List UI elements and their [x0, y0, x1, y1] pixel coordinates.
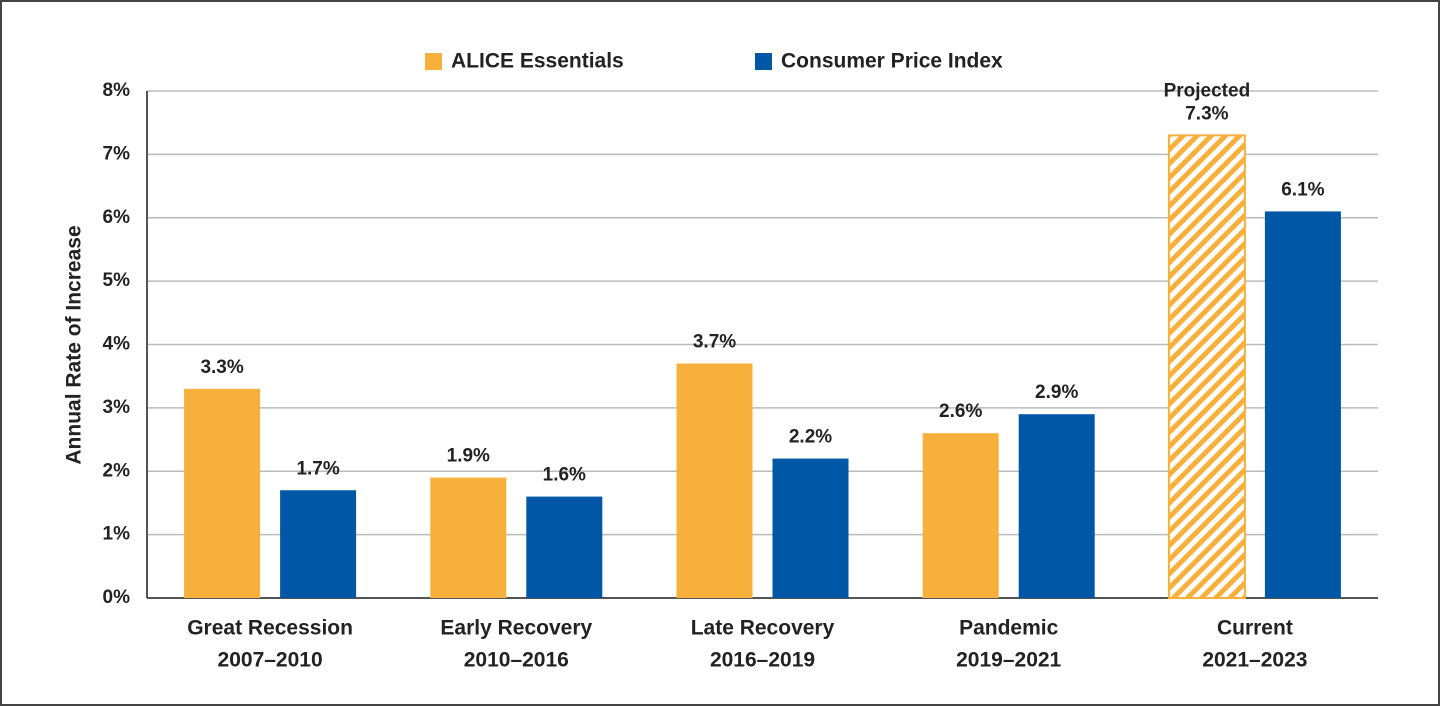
annotation: Projected [1164, 80, 1251, 101]
y-tick-label: 3% [103, 397, 131, 418]
data-label: 3.7% [693, 332, 736, 353]
x-tick-label: Early Recovery [440, 617, 592, 640]
bar [280, 490, 357, 598]
y-tick-label: 6% [103, 207, 131, 228]
x-tick-label: 2021–2023 [1202, 649, 1307, 672]
y-axis-label: Annual Rate of Increase [63, 225, 86, 464]
y-tick-label: 7% [103, 143, 131, 164]
bar [184, 388, 261, 598]
legend-swatch [425, 53, 442, 70]
bar [1018, 414, 1095, 598]
legend-label: Consumer Price Index [781, 50, 1003, 73]
bar [1264, 211, 1341, 598]
bar [922, 433, 999, 598]
data-label: 2.9% [1035, 382, 1078, 403]
x-tick-label: 2007–2010 [218, 649, 323, 672]
x-tick-label: 2016–2019 [710, 649, 815, 672]
bar [430, 477, 507, 598]
y-tick-label: 2% [103, 460, 131, 481]
data-label: 3.3% [200, 357, 243, 378]
bar [526, 496, 603, 598]
y-tick-label: 1% [103, 524, 131, 545]
y-tick-label: 0% [103, 587, 131, 608]
y-tick-label: 8% [103, 80, 131, 101]
x-tick-label: Great Recession [187, 617, 353, 640]
data-label: 1.7% [296, 458, 339, 479]
data-label: 7.3% [1185, 103, 1228, 124]
data-label: 1.9% [447, 446, 490, 467]
y-tick-label: 5% [103, 270, 131, 291]
x-tick-label: Pandemic [959, 617, 1059, 640]
y-tick-label: 4% [103, 334, 131, 355]
data-label: 2.6% [939, 401, 982, 422]
bar [1167, 134, 1246, 600]
bar [676, 363, 753, 598]
x-tick-label: 2010–2016 [464, 649, 569, 672]
data-label: 1.6% [543, 465, 586, 486]
bar [772, 458, 849, 598]
legend-label: ALICE Essentials [451, 50, 624, 73]
x-tick-label: Current [1217, 617, 1293, 640]
x-tick-label: Late Recovery [691, 617, 835, 640]
data-label: 2.2% [789, 427, 832, 448]
x-tick-label: 2019–2021 [956, 649, 1061, 672]
legend-swatch [755, 53, 772, 70]
data-label: 6.1% [1281, 179, 1324, 200]
